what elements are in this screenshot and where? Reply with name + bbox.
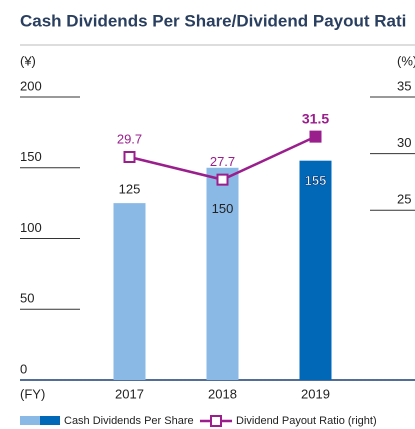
legend-marker	[210, 415, 222, 427]
line-marker	[309, 130, 322, 143]
bar-value-label: 150	[212, 201, 234, 216]
y2-tick-label: 35	[397, 78, 411, 93]
legend-label: Cash Dividends Per Share	[64, 415, 194, 427]
y2-tick-label: 25	[397, 192, 411, 207]
y-tick-label: 200	[20, 78, 42, 93]
y2-unit: (%)	[397, 53, 415, 68]
bar	[299, 160, 332, 380]
y2-tick-label: 30	[397, 135, 411, 150]
legend-swatch	[40, 416, 60, 425]
line-marker	[216, 173, 229, 186]
y-tick-label: 100	[20, 220, 42, 235]
line-value-label: 31.5	[302, 110, 329, 126]
line-value-label: 29.7	[117, 131, 142, 146]
bar-value-label: 155	[305, 173, 327, 188]
chart-title: Cash Dividends Per Share/Dividend Payout…	[20, 11, 406, 30]
x-tick-label: 2018	[208, 386, 237, 401]
y-tick-label: 150	[20, 149, 42, 164]
y-tick-label: 50	[20, 291, 34, 306]
legend-swatch	[20, 416, 40, 425]
x-tick-label: 2019	[301, 386, 330, 401]
bar	[113, 203, 146, 380]
x-unit: (FY)	[20, 386, 45, 401]
x-tick-label: 2017	[115, 386, 144, 401]
line-marker	[123, 150, 136, 163]
legend-label: Dividend Payout Ratio (right)	[236, 415, 377, 427]
bar-value-label: 125	[119, 182, 141, 197]
y-unit: (¥)	[20, 53, 36, 68]
line-value-label: 27.7	[210, 154, 235, 169]
y-tick-label: 0	[20, 361, 27, 376]
bar	[206, 167, 239, 380]
